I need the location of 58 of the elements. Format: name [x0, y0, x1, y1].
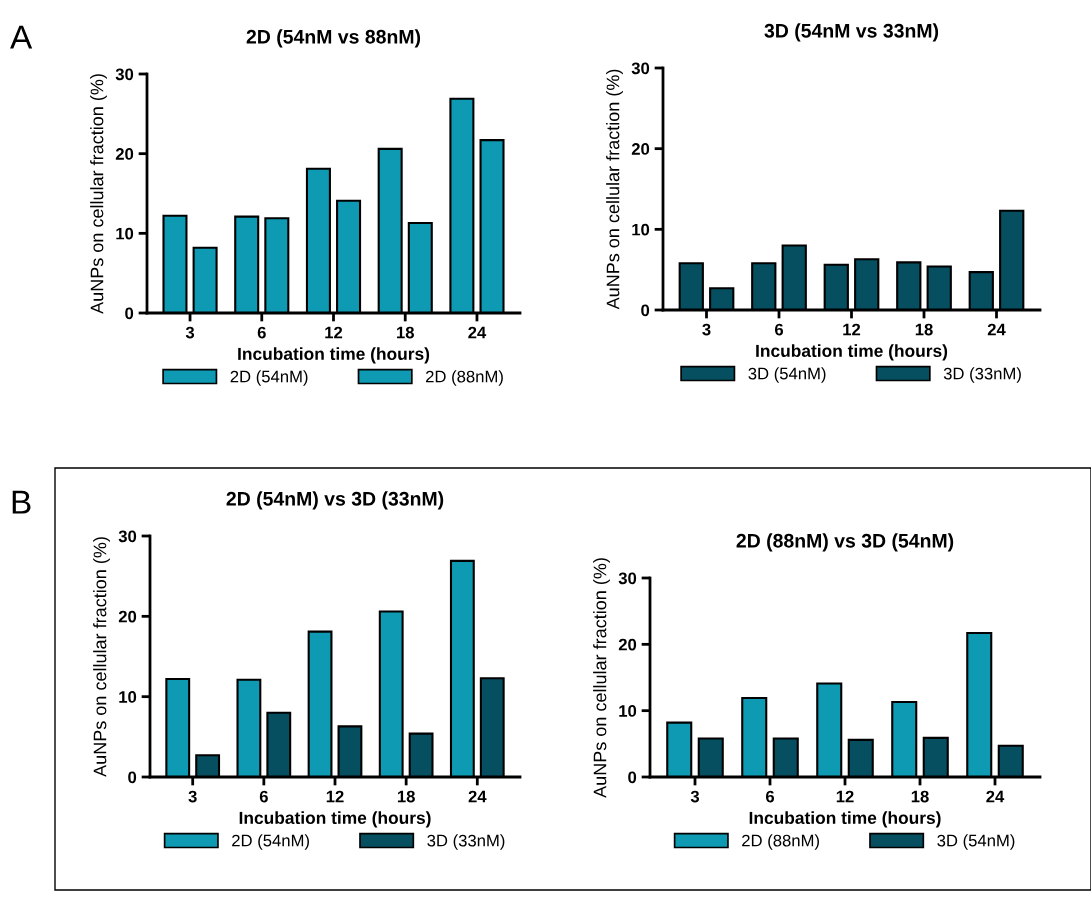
legend-label: 2D (54nM) [230, 370, 308, 386]
legend-label: 2D (88nM) [742, 834, 819, 850]
chart-title: 2D (54nM vs 88nM) [246, 29, 421, 48]
y-tick-label: 30 [115, 68, 134, 81]
legend-label: 3D (33nM) [427, 834, 505, 850]
x-axis-title: Incubation time (hours) [239, 811, 431, 828]
y-axis-title: AuNPs on cellular fraction (%) [606, 69, 623, 310]
y-tick-label: 0 [128, 771, 137, 784]
chart-title: 2D (88nM) vs 3D (54nM) [736, 533, 954, 552]
x-tick-label: 3 [188, 790, 197, 803]
y-tick-label: 10 [116, 227, 134, 240]
legend-label: 3D (54nM) [937, 834, 1015, 850]
y-tick-label: 30 [631, 62, 650, 75]
x-axis-title: Incubation time (hours) [238, 347, 430, 364]
x-tick-label: 24 [986, 790, 1005, 803]
x-axis-title: Incubation time (hours) [749, 811, 941, 828]
x-tick-label: 18 [397, 326, 414, 339]
chart-title: 2D (54nM) vs 3D (33nM) [226, 491, 444, 510]
y-tick-label: 0 [125, 307, 134, 320]
legend-label: 3D (54nM) [748, 367, 826, 383]
text: B [12, 490, 31, 514]
x-tick-label: 12 [325, 326, 343, 339]
x-axis-title: Incubation time (hours) [756, 344, 948, 361]
x-tick-label: 12 [843, 323, 861, 336]
y-tick-label: 0 [641, 304, 650, 317]
x-tick-label: 24 [987, 323, 1006, 336]
legend-label: 2D (54nM) [232, 834, 309, 850]
y-tick-label: 20 [118, 610, 137, 623]
y-tick-label: 30 [118, 530, 137, 543]
x-tick-label: 6 [774, 323, 784, 336]
y-axis-title: AuNPs on cellular fraction (%) [93, 537, 110, 777]
x-tick-label: 3 [702, 323, 711, 336]
y-tick-label: 20 [618, 638, 637, 651]
x-tick-label: 18 [397, 790, 415, 803]
x-tick-label: 24 [468, 326, 487, 339]
x-tick-label: 3 [690, 790, 700, 803]
x-tick-label: 24 [468, 790, 487, 803]
text: A [10, 25, 33, 49]
x-tick-label: 3 [185, 326, 195, 339]
y-tick-label: 20 [631, 143, 650, 155]
y-axis-title: AuNPs on cellular fraction (%) [593, 558, 610, 798]
x-tick-label: 18 [911, 790, 929, 803]
legend-label: 3D (33nM) [943, 367, 1021, 383]
y-tick-label: 0 [628, 771, 637, 784]
x-tick-label: 6 [765, 790, 775, 803]
x-tick-label: 18 [915, 323, 933, 336]
x-tick-label: 12 [836, 790, 854, 803]
y-tick-label: 10 [632, 223, 650, 236]
y-tick-label: 30 [618, 572, 637, 585]
x-tick-label: 6 [257, 326, 266, 339]
x-tick-label: 6 [259, 790, 268, 803]
y-tick-label: 10 [119, 691, 137, 703]
y-axis-title: AuNPs on cellular fraction (%) [90, 74, 107, 314]
x-tick-label: 12 [326, 790, 344, 803]
y-tick-label: 10 [619, 705, 637, 717]
legend-label: 2D (88nM) [426, 370, 503, 386]
y-tick-label: 20 [115, 148, 134, 160]
chart-title: 3D (54nM vs 33nM) [764, 23, 939, 42]
